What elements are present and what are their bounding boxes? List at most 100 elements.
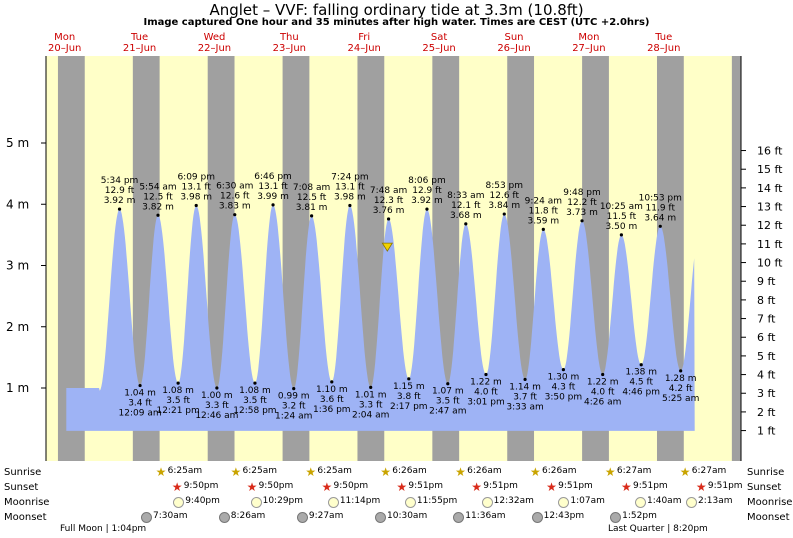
day-date: 26–Jun <box>497 43 531 54</box>
sunset-time: 9:50pm <box>183 481 219 491</box>
low-tide-feet: 3.3 ft <box>205 401 229 411</box>
day-of-week: Sat <box>430 32 448 43</box>
low-tide-feet: 3.5 ft <box>436 397 460 407</box>
high-tide-dot <box>117 207 122 211</box>
day-date: 20–Jun <box>48 43 82 54</box>
low-tide-feet: 3.5 ft <box>166 396 190 406</box>
high-tide-metres: 3.98 m <box>180 192 212 202</box>
moonrise-time: 10:29pm <box>262 496 304 506</box>
low-tide-feet: 4.0 ft <box>591 388 615 398</box>
right-tick-label: 15 ft <box>757 163 783 176</box>
day-of-week: Wed <box>203 32 226 43</box>
high-tide-time: 7:24 pm <box>331 172 369 182</box>
left-tick-label: 2 m <box>6 320 29 334</box>
sunrise-icon: ★ <box>530 465 541 479</box>
low-tide-time: 3:01 pm <box>467 398 505 408</box>
day-date: 28–Jun <box>647 43 681 54</box>
right-tick-label: 9 ft <box>757 275 776 288</box>
moonset-label-right: Moonset <box>747 512 790 523</box>
moonset-time: 9:27am <box>308 511 344 521</box>
sunset-time: 9:51pm <box>632 481 668 491</box>
low-tide-time: 1:24 am <box>275 412 312 422</box>
moonset-icon <box>375 512 386 523</box>
sunrise-icon: ★ <box>455 465 466 479</box>
sunrise-time: 6:25am <box>242 466 278 476</box>
low-tide-time: 3:33 am <box>506 402 543 412</box>
low-tide-metres: 1.01 m <box>355 390 387 400</box>
low-tide-dot <box>369 385 373 389</box>
low-tide-dot <box>176 381 180 385</box>
low-tide-dot <box>561 368 565 372</box>
sunset-time: 9:50pm <box>258 481 294 491</box>
low-tide-time: 1:36 pm <box>313 405 351 415</box>
low-tide-dot <box>253 381 257 385</box>
high-tide-feet: 12.3 ft <box>374 196 404 206</box>
low-tide-dot <box>407 377 411 381</box>
sunrise-label-right: Sunrise <box>747 467 785 478</box>
sunrise-label-left: Sunrise <box>4 467 42 478</box>
right-tick-label: 1 ft <box>757 425 776 438</box>
low-tide-feet: 3.6 ft <box>320 395 344 405</box>
low-tide-time: 4:46 pm <box>622 388 660 398</box>
high-tide-feet: 11.8 ft <box>529 206 559 216</box>
high-tide-metres: 3.98 m <box>334 192 366 202</box>
high-tide-dot <box>619 233 623 237</box>
moonset-time: 11:36am <box>465 511 506 521</box>
high-tide-time: 6:09 pm <box>177 172 215 182</box>
high-tide-dot <box>310 214 314 218</box>
left-tick-label: 4 m <box>6 197 29 211</box>
right-tick-label: 7 ft <box>757 313 776 326</box>
moonrise-icon <box>327 497 339 508</box>
moonset-time: 1:52pm <box>622 511 657 521</box>
high-tide-time: 9:24 am <box>525 196 562 206</box>
sunrise-icon: ★ <box>155 465 167 479</box>
low-tide-metres: 1.08 m <box>239 386 271 396</box>
low-tide-dot <box>639 363 643 367</box>
low-tide-metres: 1.00 m <box>201 391 233 401</box>
low-tide-dot <box>292 387 296 391</box>
moonset-icon <box>141 512 152 523</box>
low-tide-metres: 1.30 m <box>548 373 580 383</box>
day-of-week: Thu <box>279 32 299 43</box>
high-tide-time: 7:48 am <box>370 186 407 196</box>
sunrise-icon: ★ <box>380 465 392 479</box>
high-tide-metres: 3.59 m <box>527 216 559 226</box>
day-label: Thu 23–Jun <box>249 32 329 54</box>
low-tide-time: 12:21 pm <box>156 406 199 416</box>
moonset-label-left: Moonset <box>4 512 47 523</box>
day-of-week: Mon <box>54 32 76 43</box>
sunset-icon: ★ <box>396 480 408 494</box>
right-tick-label: 6 ft <box>757 331 776 344</box>
high-tide-metres: 3.82 m <box>142 202 174 212</box>
high-tide-feet: 13.1 ft <box>182 182 212 192</box>
right-tick-label: 8 ft <box>757 294 776 307</box>
high-tide-time: 10:53 pm <box>639 193 682 203</box>
high-tide-metres: 3.64 m <box>644 213 676 223</box>
left-tick-label: 1 m <box>6 381 29 395</box>
high-tide-metres: 3.92 m <box>411 196 443 206</box>
high-tide-dot <box>233 213 237 217</box>
sunset-time: 9:50pm <box>333 481 369 491</box>
high-tide-metres: 3.76 m <box>373 206 405 216</box>
right-tick-label: 13 ft <box>757 201 783 214</box>
moonrise-icon <box>250 497 262 508</box>
sunrise-time: 6:25am <box>167 466 203 476</box>
low-tide-dot <box>523 377 527 382</box>
chart-title: Anglet – VVF: falling ordinary tide at 3… <box>209 1 584 19</box>
sunrise-time: 6:26am <box>392 466 427 476</box>
sunrise-icon: ★ <box>305 465 317 479</box>
high-tide-feet: 12.5 ft <box>143 192 173 202</box>
high-tide-metres: 3.68 m <box>450 211 482 221</box>
low-tide-feet: 4.5 ft <box>629 378 653 388</box>
high-tide-time: 8:53 pm <box>485 181 523 191</box>
moonrise-time: 11:55pm <box>416 496 458 506</box>
day-date: 23–Jun <box>272 43 307 54</box>
high-tide-metres: 3.50 m <box>606 222 638 232</box>
day-label: Tue 21–Jun <box>100 32 180 54</box>
low-tide-time: 3:50 pm <box>545 393 583 403</box>
day-label: Tue 28–Jun <box>624 32 704 54</box>
high-tide-dot <box>425 207 429 211</box>
low-tide-time: 4:26 am <box>584 398 621 408</box>
